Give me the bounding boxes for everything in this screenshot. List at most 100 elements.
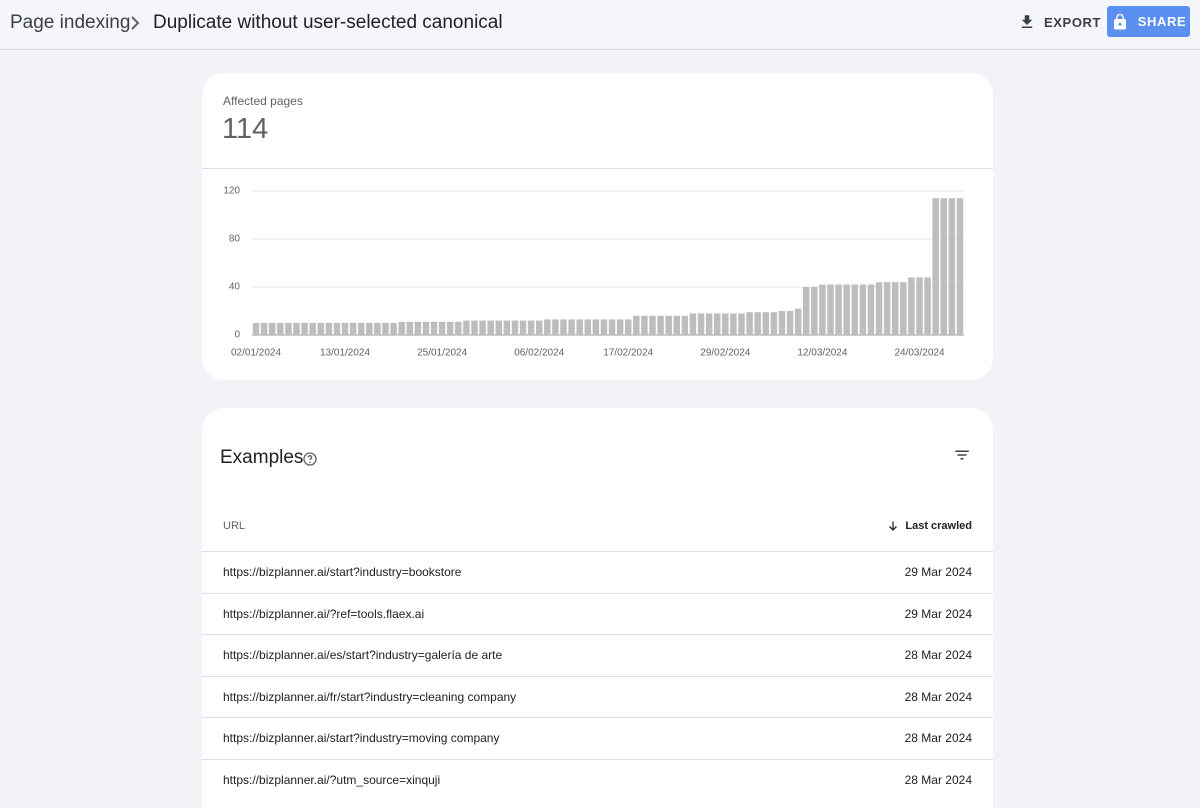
- bar: [754, 312, 761, 335]
- bar: [705, 313, 713, 335]
- bar: [770, 312, 778, 335]
- bar: [673, 315, 681, 335]
- share-label: SHARE: [1137, 14, 1187, 29]
- bar: [867, 284, 875, 335]
- crawl-date: 28 Mar 2024: [904, 731, 972, 746]
- divider: [202, 168, 993, 169]
- bar: [471, 320, 478, 335]
- bar: [891, 282, 899, 335]
- url-cell: https://bizplanner.ai/start?industry=mov…: [223, 731, 500, 746]
- breadcrumb[interactable]: Page indexing: [10, 12, 131, 33]
- x-tick-label: 17/02/2024: [603, 348, 653, 359]
- x-tick-label: 13/01/2024: [320, 348, 370, 359]
- bar: [479, 320, 486, 335]
- bar: [713, 313, 721, 335]
- x-tick-label: 25/01/2024: [417, 348, 467, 359]
- bar: [487, 320, 494, 335]
- bar: [552, 319, 559, 335]
- bar: [366, 323, 373, 335]
- bar: [325, 323, 333, 335]
- y-tick-label: 120: [223, 186, 240, 197]
- bar: [738, 313, 745, 335]
- x-tick-label: 24/03/2024: [894, 348, 944, 359]
- bar: [811, 287, 818, 335]
- bar: [908, 277, 915, 335]
- bar: [819, 284, 826, 335]
- bar: [924, 277, 931, 335]
- bar: [600, 319, 608, 335]
- lock-icon: [1113, 13, 1126, 29]
- bar: [277, 323, 284, 335]
- bar: [333, 323, 341, 335]
- table-row[interactable]: https://bizplanner.ai/?ref=tools.flaex.a…: [202, 592, 993, 635]
- bar: [463, 320, 470, 335]
- crawl-date: 28 Mar 2024: [904, 773, 972, 787]
- bar: [641, 315, 648, 335]
- bar: [576, 319, 583, 335]
- help-icon[interactable]: [302, 451, 318, 467]
- chart: 0 40 80 120 02/01/2024 13/01/2024 25/01/2024 06…: [223, 186, 964, 359]
- bar: [794, 308, 802, 335]
- table-row[interactable]: https://bizplanner.ai/start?industry=mov…: [202, 717, 993, 759]
- bar: [438, 321, 446, 335]
- bar: [406, 321, 414, 335]
- bar: [883, 282, 891, 335]
- summary-label: Affected pages: [223, 94, 303, 108]
- bar: [681, 315, 689, 335]
- bar: [746, 312, 753, 335]
- table-row[interactable]: https://bizplanner.ai/start?industry=boo…: [202, 551, 993, 593]
- y-tick-label: 80: [229, 234, 241, 245]
- export-button[interactable]: EXPORT: [1018, 10, 1101, 34]
- crawl-date: 29 Mar 2024: [904, 606, 972, 621]
- bar: [422, 321, 430, 335]
- bar: [722, 313, 729, 335]
- bar: [948, 198, 956, 335]
- bar: [851, 284, 859, 335]
- url-cell: https://bizplanner.ai/?ref=tools.flaex.a…: [223, 606, 425, 621]
- summary-value: 114: [222, 113, 269, 145]
- bar: [252, 323, 260, 335]
- x-tick-label: 29/02/2024: [700, 348, 750, 359]
- bar: [778, 311, 786, 335]
- filter-icon[interactable]: [952, 446, 972, 464]
- bar: [357, 323, 365, 335]
- column-header-sorted[interactable]: Last crawled: [887, 520, 972, 532]
- bar: [544, 319, 551, 335]
- bar: [786, 311, 794, 335]
- crawl-date: 29 Mar 2024: [904, 565, 972, 579]
- table-row[interactable]: https://bizplanner.ai/?utm_source=xinquj…: [202, 759, 993, 801]
- bar: [260, 323, 268, 335]
- table-row[interactable]: https://bizplanner.ai/es/start?industry=…: [202, 634, 993, 676]
- crawl-date: 28 Mar 2024: [904, 689, 972, 704]
- bar: [827, 284, 834, 335]
- bar: [430, 321, 438, 335]
- bar: [349, 323, 357, 335]
- bar: [568, 319, 575, 335]
- bar: [535, 320, 543, 335]
- bar: [584, 319, 592, 335]
- bar: [398, 321, 405, 335]
- table-row[interactable]: https://bizplanner.ai/fr/start?industry=…: [202, 675, 993, 718]
- bar: [843, 284, 850, 335]
- column-label: Last crawled: [905, 520, 972, 532]
- y-tick-label: 40: [229, 282, 241, 293]
- bar: [317, 323, 325, 335]
- bar: [414, 321, 422, 335]
- bar: [341, 323, 349, 335]
- bar: [657, 315, 664, 335]
- bar: [268, 323, 276, 335]
- url-cell: https://bizplanner.ai/es/start?industry=…: [223, 648, 503, 663]
- bar: [503, 320, 511, 335]
- x-tick-label: 02/01/2024: [231, 348, 281, 359]
- bar: [835, 284, 842, 335]
- column-header: URL: [223, 520, 246, 532]
- bar: [802, 287, 810, 335]
- export-label: EXPORT: [1044, 14, 1102, 30]
- bar: [527, 320, 535, 335]
- bar: [689, 313, 697, 335]
- url-cell: https://bizplanner.ai/fr/start?industry=…: [223, 689, 517, 704]
- bar: [916, 277, 923, 335]
- bar: [859, 284, 867, 335]
- share-button[interactable]: SHARE: [1107, 6, 1190, 37]
- bar: [560, 319, 567, 335]
